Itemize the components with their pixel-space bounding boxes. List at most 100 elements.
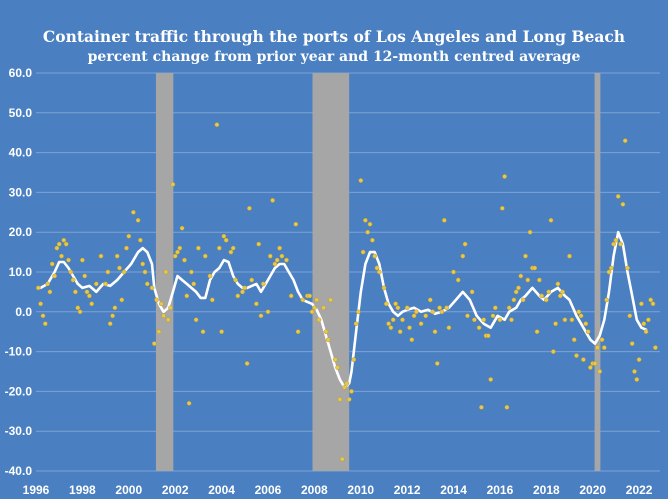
data-point	[131, 209, 136, 215]
data-point	[135, 217, 141, 223]
data-point	[186, 400, 192, 406]
data-point	[325, 337, 331, 343]
data-point	[82, 273, 88, 279]
x-tick-label: 2004	[208, 483, 235, 497]
data-point	[256, 241, 262, 247]
data-point	[105, 269, 111, 275]
data-point	[592, 361, 598, 366]
data-point	[539, 293, 545, 299]
data-point	[156, 329, 162, 335]
data-point	[165, 317, 171, 323]
data-point	[54, 245, 60, 251]
data-point	[376, 269, 382, 275]
data-point	[648, 297, 654, 303]
data-point	[59, 253, 64, 259]
data-point	[569, 317, 575, 323]
data-point	[485, 333, 491, 339]
data-point	[267, 253, 273, 259]
data-point	[481, 317, 487, 323]
data-point	[126, 233, 132, 239]
data-point	[346, 397, 352, 402]
data-point	[323, 329, 329, 335]
data-point	[560, 289, 565, 295]
data-point	[632, 369, 637, 374]
data-point	[555, 281, 561, 287]
data-point	[40, 313, 46, 319]
data-point	[595, 345, 600, 350]
data-point	[63, 241, 69, 247]
data-point	[168, 305, 173, 311]
data-point	[476, 325, 482, 331]
data-point	[650, 301, 656, 307]
x-tick-label: 1998	[69, 483, 96, 497]
data-point	[300, 297, 306, 303]
data-point	[418, 321, 424, 327]
recession-bands	[155, 73, 601, 471]
data-point	[383, 301, 389, 307]
data-point	[497, 317, 503, 323]
data-point	[441, 217, 447, 223]
data-point	[344, 381, 350, 386]
y-tick-label: 40.0	[9, 146, 33, 160]
y-tick-label: 50.0	[9, 106, 33, 120]
data-point	[170, 182, 176, 187]
data-point	[149, 285, 155, 291]
average-line-layer	[39, 230, 648, 389]
data-point	[270, 198, 275, 203]
data-point	[625, 265, 630, 271]
data-point	[161, 313, 166, 319]
data-point	[409, 337, 415, 343]
data-point	[342, 385, 347, 390]
x-tick-label: 2002	[162, 483, 189, 497]
data-point	[274, 257, 280, 263]
data-point	[35, 285, 41, 291]
data-point	[328, 297, 333, 303]
data-point	[73, 289, 78, 295]
data-point	[518, 273, 524, 279]
data-point	[395, 305, 401, 311]
data-point	[653, 345, 658, 350]
data-point	[386, 321, 391, 327]
data-point	[604, 297, 609, 303]
data-point	[557, 293, 563, 299]
data-point	[119, 297, 125, 303]
data-point	[432, 329, 438, 335]
data-point	[567, 253, 572, 259]
data-point	[230, 245, 236, 251]
y-tick-label: -10.0	[5, 345, 33, 359]
data-point	[47, 289, 53, 295]
data-point	[588, 365, 593, 370]
data-point	[548, 217, 554, 223]
data-point	[221, 233, 227, 239]
data-point	[337, 397, 343, 402]
data-point	[138, 237, 143, 243]
data-point	[511, 297, 517, 303]
data-point	[335, 365, 340, 370]
data-point	[216, 245, 222, 251]
data-point	[578, 313, 584, 319]
data-point	[553, 321, 558, 327]
data-point	[562, 317, 568, 323]
data-point	[124, 245, 129, 251]
data-point	[142, 269, 148, 275]
y-tick-label: 0.0	[15, 305, 32, 319]
data-point	[434, 361, 440, 366]
data-point	[312, 305, 317, 311]
data-point	[242, 285, 248, 291]
data-point	[193, 317, 199, 323]
data-point	[397, 329, 403, 335]
data-point	[265, 309, 271, 315]
data-point	[367, 221, 373, 227]
data-point	[293, 221, 299, 227]
data-point	[502, 174, 507, 179]
data-point	[163, 269, 169, 275]
data-point	[643, 329, 649, 335]
data-point	[316, 317, 322, 323]
data-point	[84, 289, 90, 295]
recession-band	[594, 73, 601, 471]
x-tick-label: 1996	[23, 483, 50, 497]
data-point	[437, 305, 442, 311]
data-point	[537, 277, 542, 283]
x-tick-label: 2010	[347, 483, 374, 497]
